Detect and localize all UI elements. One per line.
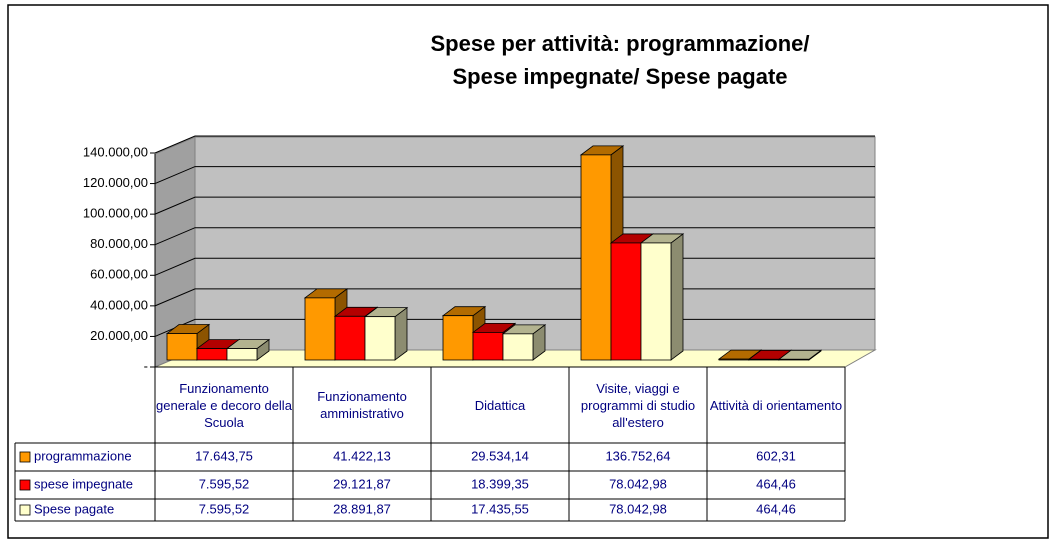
bar-front bbox=[472, 332, 504, 361]
bar-front bbox=[610, 242, 642, 361]
data-table-value: 18.399,35 bbox=[471, 476, 529, 491]
x-tick-label: Attività di orientamento bbox=[709, 397, 843, 413]
bar-front bbox=[778, 358, 810, 361]
bar-front bbox=[226, 348, 258, 361]
bar-front bbox=[166, 333, 198, 361]
y-tick-label: 140.000,00 bbox=[83, 144, 148, 159]
data-table-value: 7.595,52 bbox=[199, 476, 250, 491]
data-table-value: 29.121,87 bbox=[333, 476, 391, 491]
bar-side bbox=[670, 233, 684, 361]
bar-front bbox=[442, 315, 474, 361]
category-cell: Didattica bbox=[474, 397, 526, 413]
bar-front bbox=[580, 154, 612, 361]
data-table-value: 464,46 bbox=[756, 476, 796, 491]
legend-swatch bbox=[19, 504, 31, 516]
data-table-value: 136.752,64 bbox=[605, 448, 670, 463]
bar bbox=[363, 306, 409, 361]
bar-front bbox=[718, 358, 750, 361]
data-table-value: 78.042,98 bbox=[609, 501, 667, 516]
legend-swatch bbox=[19, 451, 31, 463]
x-tick-label: Funzionamento generale e decoro della Sc… bbox=[156, 380, 292, 430]
y-tick-label: 40.000,00 bbox=[90, 297, 148, 312]
bar-front bbox=[748, 358, 780, 361]
bar-front bbox=[196, 348, 228, 361]
bar bbox=[225, 338, 271, 361]
data-table-value: 17.435,55 bbox=[471, 501, 529, 516]
bar-front bbox=[640, 242, 672, 361]
y-tick-label: 120.000,00 bbox=[83, 175, 148, 190]
grid-line bbox=[154, 196, 875, 215]
grid-line bbox=[154, 166, 875, 185]
x-tick-label: Funzionamento amministrativo bbox=[317, 389, 407, 421]
category-cell: Visite, viaggi e programmi di studio all… bbox=[580, 380, 696, 430]
grid-line bbox=[154, 227, 875, 246]
bar-front bbox=[334, 315, 366, 361]
bar-front bbox=[304, 297, 336, 361]
bar-front bbox=[364, 316, 396, 361]
x-tick-label: Didattica bbox=[474, 397, 526, 413]
data-table-value: 28.891,87 bbox=[333, 501, 391, 516]
back-wall bbox=[194, 136, 876, 351]
legend-label: programmazione bbox=[34, 448, 132, 463]
category-cell: Funzionamento amministrativo bbox=[317, 389, 407, 421]
x-tick-label: Visite, viaggi e programmi di studio all… bbox=[580, 380, 696, 430]
bar bbox=[639, 233, 685, 361]
y-tick-label: 20.000,00 bbox=[90, 328, 148, 343]
chart-subtitle: Spese impegnate/ Spese pagate bbox=[452, 64, 787, 89]
y-tick-label: 100.000,00 bbox=[83, 206, 148, 221]
data-table-value: 7.595,52 bbox=[199, 501, 250, 516]
category-cell: Attività di orientamento bbox=[709, 397, 843, 413]
y-tick-label: - bbox=[144, 358, 148, 373]
data-table-value: 78.042,98 bbox=[609, 476, 667, 491]
data-table-value: 464,46 bbox=[756, 501, 796, 516]
bar-front bbox=[502, 333, 534, 361]
bar bbox=[777, 349, 823, 361]
legend-label: spese impegnate bbox=[34, 476, 133, 491]
data-table-value: 602,31 bbox=[756, 448, 796, 463]
legend-label: Spese pagate bbox=[34, 501, 114, 516]
y-tick-label: 60.000,00 bbox=[90, 267, 148, 282]
bar bbox=[501, 324, 547, 361]
chart-title: Spese per attività: programmazione/ bbox=[431, 31, 810, 56]
category-cell: Funzionamento generale e decoro della Sc… bbox=[156, 380, 292, 430]
data-table-value: 41.422,13 bbox=[333, 448, 391, 463]
y-tick-label: 80.000,00 bbox=[90, 236, 148, 251]
legend-swatch bbox=[19, 479, 31, 491]
grid-line bbox=[154, 135, 875, 154]
data-table-value: 29.534,14 bbox=[471, 448, 529, 463]
data-table-value: 17.643,75 bbox=[195, 448, 253, 463]
